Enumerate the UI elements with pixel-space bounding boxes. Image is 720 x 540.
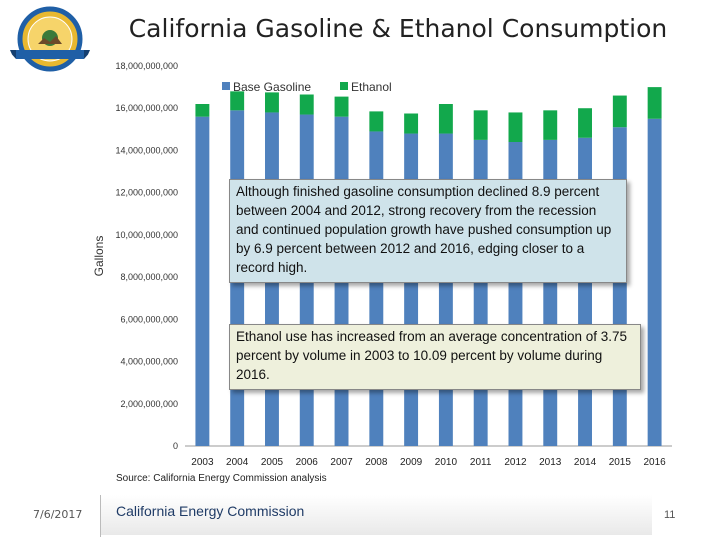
y-tick-label: 14,000,000,000 [115, 145, 178, 155]
bar-ethanol [578, 108, 592, 138]
page-number: 11 [664, 509, 676, 521]
bar-ethanol [265, 92, 279, 113]
y-tick-label: 2,000,000,000 [120, 399, 178, 409]
y-tick-label: 8,000,000,000 [120, 272, 178, 282]
legend-label: Ethanol [351, 80, 392, 94]
bar-ethanol [543, 110, 558, 140]
bar-ethanol [195, 104, 210, 117]
footer-divider [100, 495, 101, 537]
y-tick-label: 4,000,000,000 [120, 357, 178, 367]
x-tick-label: 2016 [643, 457, 666, 468]
x-tick-label: 2015 [609, 457, 632, 468]
x-tick-label: 2003 [191, 457, 214, 468]
footer-banner [100, 495, 652, 535]
bar-ethanol [612, 95, 627, 128]
y-tick-label: 16,000,000,000 [115, 103, 178, 113]
bar-ethanol [438, 104, 453, 134]
legend-label: Base Gasoline [233, 80, 311, 94]
legend-swatch [340, 82, 348, 90]
x-tick-label: 2012 [504, 457, 527, 468]
x-tick-label: 2013 [539, 457, 562, 468]
x-tick-label: 2005 [261, 457, 284, 468]
bar-base-gasoline [195, 116, 210, 447]
y-tick-label: 12,000,000,000 [115, 188, 178, 198]
x-tick-label: 2014 [574, 457, 597, 468]
bar-ethanol [369, 111, 384, 132]
gasoline-callout: Although finished gasoline consumption d… [229, 179, 627, 283]
bar-base-gasoline [612, 127, 627, 446]
bar-base-gasoline [647, 118, 662, 447]
x-tick-label: 2007 [330, 457, 353, 468]
x-tick-label: 2004 [226, 457, 249, 468]
energy-commission-seal-logo [10, 6, 90, 72]
bar-ethanol [230, 91, 245, 111]
bar-ethanol [334, 96, 349, 117]
bar-ethanol [473, 110, 488, 140]
x-tick-label: 2009 [400, 457, 423, 468]
legend-swatch [222, 82, 230, 90]
y-tick-label: 10,000,000,000 [115, 230, 178, 240]
x-tick-label: 2008 [365, 457, 388, 468]
x-tick-label: 2010 [435, 457, 458, 468]
footer-organization: California Energy Commission [116, 503, 305, 519]
y-tick-label: 6,000,000,000 [120, 314, 178, 324]
bar-ethanol [508, 112, 523, 142]
y-tick-label: 18,000,000,000 [115, 61, 178, 71]
x-tick-label: 2006 [296, 457, 319, 468]
bar-ethanol [299, 94, 314, 115]
y-axis-label: Gallons [92, 236, 106, 277]
x-tick-label: 2011 [470, 457, 492, 468]
source-note: Source: California Energy Commission ana… [116, 473, 327, 484]
y-tick-label: 0 [173, 441, 178, 451]
bar-ethanol [647, 87, 662, 119]
footer-date: 7/6/2017 [33, 508, 83, 521]
slide-title: California Gasoline & Ethanol Consumptio… [128, 14, 668, 43]
ethanol-callout: Ethanol use has increased from an averag… [229, 324, 641, 390]
bar-ethanol [404, 113, 419, 134]
